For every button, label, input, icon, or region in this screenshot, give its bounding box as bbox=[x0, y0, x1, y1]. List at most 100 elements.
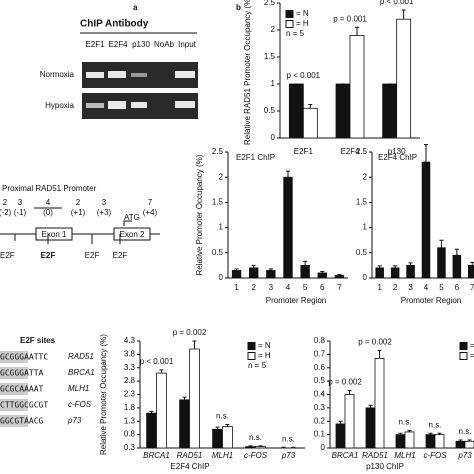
sequence: GCGGGAATTC bbox=[0, 353, 48, 362]
lane-label: E2F1 bbox=[85, 40, 105, 49]
error-bar bbox=[159, 369, 164, 374]
annotation: n.s. bbox=[282, 434, 295, 443]
x-axis-label: Promoter Region bbox=[401, 296, 461, 305]
legend-note: n = 5 bbox=[248, 361, 267, 370]
bar bbox=[455, 440, 466, 449]
promoter-title: Proximal RAD51 Promoter bbox=[2, 184, 97, 193]
legend-swatch bbox=[285, 10, 294, 18]
legend-note: n = 5 bbox=[286, 29, 305, 38]
x-tick-label: MLH1 bbox=[394, 451, 415, 460]
error-bar bbox=[248, 445, 253, 447]
y-tick-label: 3.8 bbox=[124, 349, 136, 358]
sequence: GCGGGATTA bbox=[0, 369, 44, 378]
bar bbox=[189, 348, 200, 449]
annotation: p = 0.002 bbox=[358, 337, 392, 346]
region-pos: (-2) bbox=[0, 208, 12, 217]
error-bar bbox=[439, 239, 444, 248]
y-tick-label: 0.5 bbox=[314, 376, 326, 385]
y-tick-label: 1 bbox=[271, 79, 276, 88]
legend-label: = N bbox=[296, 9, 309, 18]
x-tick-label: 2 bbox=[251, 283, 256, 292]
legend-label: = H bbox=[470, 351, 474, 360]
lane-label: NoAb bbox=[154, 40, 175, 49]
bar bbox=[395, 434, 406, 449]
region-num: 4 bbox=[46, 198, 51, 207]
y-tick-label: 0 bbox=[321, 443, 326, 452]
y-tick-label: 1.8 bbox=[124, 403, 136, 412]
bar bbox=[179, 399, 190, 449]
e2f-site: E2F bbox=[113, 251, 128, 260]
bar bbox=[146, 412, 157, 449]
lane-label: E2F4 bbox=[108, 40, 128, 49]
region-num: 3 bbox=[18, 198, 23, 207]
y-tick-label: 0.1 bbox=[314, 430, 326, 439]
bar bbox=[335, 423, 346, 449]
x-tick-label: 5 bbox=[439, 283, 444, 292]
bar bbox=[344, 394, 355, 449]
annotation: p = 0.002 bbox=[328, 378, 362, 387]
x-tick-label: RAD51 bbox=[177, 451, 203, 460]
error-bar bbox=[320, 270, 325, 273]
legend-label: = N bbox=[258, 341, 271, 350]
error-bar bbox=[338, 420, 343, 424]
y-tick-label: 0.4 bbox=[314, 390, 326, 399]
legend-swatch bbox=[459, 342, 468, 350]
bar bbox=[382, 83, 398, 139]
region-pos: (+1) bbox=[71, 208, 86, 217]
arrow bbox=[123, 220, 132, 226]
bar bbox=[302, 107, 318, 139]
y-axis-label: Relative Promoter Occupancy (%) bbox=[99, 334, 108, 455]
error-bar bbox=[454, 248, 459, 256]
x-tick-label: RAD51 bbox=[362, 451, 388, 460]
legend-swatch bbox=[285, 20, 294, 28]
x-tick-label: 4 bbox=[286, 283, 291, 292]
error-bar bbox=[467, 439, 472, 442]
x-tick-label: c-FOS bbox=[244, 451, 268, 460]
bar bbox=[249, 267, 259, 279]
gene: BRCA1 bbox=[68, 368, 95, 377]
bar bbox=[390, 267, 400, 279]
gene: c-FOS bbox=[68, 400, 92, 409]
y-tick-label: 0.3 bbox=[124, 443, 136, 452]
bar bbox=[288, 83, 304, 139]
gene: RAD51 bbox=[68, 352, 94, 361]
site-highlight bbox=[0, 367, 28, 379]
error-bar bbox=[408, 262, 413, 266]
bar bbox=[231, 270, 242, 279]
chart-title: E2F4 ChIP bbox=[378, 153, 417, 162]
y-tick-label: 1.3 bbox=[124, 416, 136, 425]
bar bbox=[404, 431, 415, 449]
region-num: 7 bbox=[148, 198, 153, 207]
error-bar bbox=[308, 104, 313, 109]
region-pos: (+3) bbox=[97, 208, 112, 217]
error-bar bbox=[428, 432, 433, 435]
sequence: GCGCAAAAT bbox=[0, 385, 44, 394]
bar bbox=[335, 83, 351, 139]
y-tick-label: 2.5 bbox=[212, 147, 224, 156]
bar bbox=[349, 35, 365, 139]
e2f-site: E2F bbox=[41, 251, 56, 260]
y-tick-label: 3.3 bbox=[124, 363, 136, 372]
bar bbox=[374, 357, 385, 449]
error-bar bbox=[251, 264, 256, 268]
error-bar bbox=[225, 423, 230, 427]
e2f-site: E2F bbox=[0, 251, 15, 260]
y-tick-label: 2.5 bbox=[356, 147, 368, 156]
region-pos: (0) bbox=[43, 208, 53, 217]
chart-title: E2F1 ChIP bbox=[236, 153, 275, 162]
x-tick-label: 3 bbox=[408, 283, 413, 292]
region-pos: (-1) bbox=[14, 208, 27, 217]
x-tick-label: p73 bbox=[457, 451, 472, 460]
panel-label: b bbox=[236, 3, 241, 12]
error-bar bbox=[355, 26, 359, 36]
y-tick-label: 1 bbox=[219, 223, 224, 232]
x-tick-label: p73 bbox=[281, 451, 296, 460]
error-bar bbox=[337, 273, 342, 276]
x-tick-label: p130 bbox=[388, 147, 406, 156]
y-tick-label: 0.5 bbox=[356, 248, 368, 257]
x-tick-label: E2F4 bbox=[340, 147, 360, 156]
y-tick-label: 0.8 bbox=[124, 430, 136, 439]
region-pos: (+4) bbox=[143, 208, 158, 217]
x-tick-label: BRCA1 bbox=[332, 451, 359, 460]
